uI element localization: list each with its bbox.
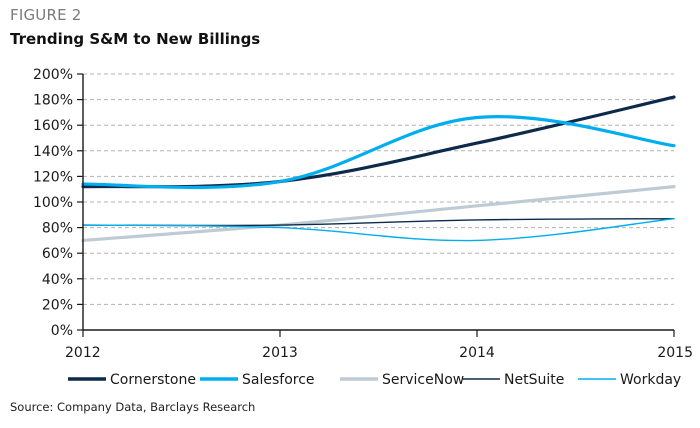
legend-label: NetSuite bbox=[504, 372, 564, 388]
y-tick-label: 160% bbox=[33, 118, 73, 134]
y-tick-label: 100% bbox=[33, 195, 73, 211]
x-tick-label: 2015 bbox=[657, 345, 693, 361]
legend-item-cornerstone: Cornerstone bbox=[68, 372, 196, 388]
y-tick-label: 0% bbox=[51, 323, 73, 339]
x-tick-label: 2013 bbox=[262, 345, 298, 361]
y-tick-label: 120% bbox=[33, 169, 73, 185]
series-line-salesforce bbox=[81, 115, 676, 190]
y-axis-ticks: 0% 20% 40% 60% 80% 100% 120% 140% 160% 180% 200% bbox=[33, 67, 83, 339]
legend-label: Cornerstone bbox=[110, 372, 196, 388]
y-tick-label: 60% bbox=[42, 246, 73, 262]
legend-item-servicenow: ServiceNow bbox=[340, 372, 464, 388]
legend-label: Workday bbox=[620, 372, 681, 388]
x-axis-ticks: 2012 2013 2014 2015 bbox=[65, 330, 693, 361]
series-lines bbox=[81, 95, 676, 242]
legend-item-netsuite: NetSuite bbox=[462, 372, 564, 388]
chart-title: Trending S&M to New Billings bbox=[10, 30, 261, 48]
legend-label: Salesforce bbox=[242, 372, 315, 388]
y-tick-label: 140% bbox=[33, 144, 73, 160]
series-line-workday bbox=[82, 217, 675, 242]
y-tick-label: 40% bbox=[42, 272, 73, 288]
y-tick-label: 20% bbox=[42, 297, 73, 313]
y-tick-label: 200% bbox=[33, 67, 73, 83]
figure-label: FIGURE 2 bbox=[10, 6, 82, 24]
x-tick-label: 2014 bbox=[459, 345, 495, 361]
series-line-cornerstone bbox=[81, 95, 676, 189]
gridlines bbox=[83, 73, 674, 305]
y-tick-label: 80% bbox=[42, 221, 73, 237]
series-line-netsuite bbox=[82, 217, 675, 227]
legend-label: ServiceNow bbox=[382, 372, 464, 388]
series-line-servicenow bbox=[81, 185, 676, 242]
source-note: Source: Company Data, Barclays Research bbox=[10, 400, 256, 414]
x-tick-label: 2012 bbox=[65, 345, 101, 361]
legend-item-workday: Workday bbox=[578, 372, 681, 388]
legend: Cornerstone Salesforce ServiceNow NetSuite W… bbox=[68, 372, 681, 388]
legend-item-salesforce: Salesforce bbox=[200, 372, 315, 388]
y-tick-label: 180% bbox=[33, 93, 73, 109]
